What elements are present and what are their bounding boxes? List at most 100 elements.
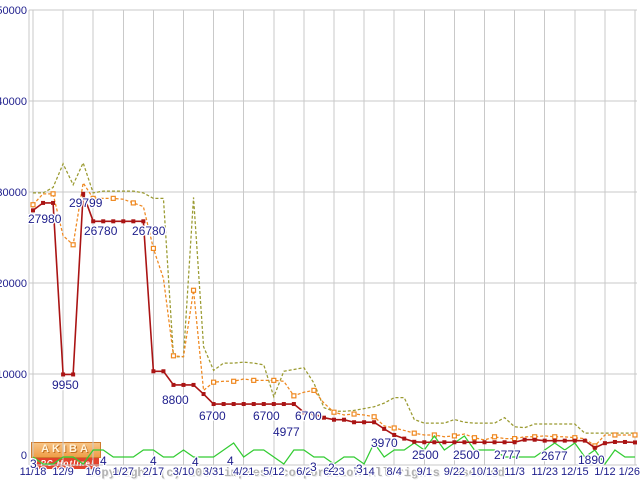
data-point-marker bbox=[110, 195, 116, 201]
shop-count-label: 3 bbox=[310, 460, 317, 474]
price-value-label: 3970 bbox=[371, 436, 398, 450]
data-point-marker bbox=[552, 434, 558, 440]
data-point-marker bbox=[432, 440, 437, 445]
data-point-marker bbox=[512, 440, 517, 445]
data-point-marker bbox=[511, 436, 518, 442]
data-point-marker bbox=[301, 410, 306, 415]
watermark-copyright: Copyright (c) 2004 impress corporation A… bbox=[87, 466, 512, 480]
data-point-marker bbox=[472, 440, 477, 445]
x-axis-tick-label: 5/12 bbox=[263, 466, 284, 478]
data-point-marker bbox=[221, 402, 226, 407]
x-axis-tick-label: 9/22 bbox=[444, 466, 465, 478]
data-point-marker bbox=[271, 402, 276, 407]
price-value-label: 26780 bbox=[132, 224, 166, 238]
price-value-label: 29799 bbox=[69, 196, 103, 210]
y-axis-tick-label: 10000 bbox=[0, 369, 27, 381]
shop-count-label: 3 bbox=[356, 462, 363, 476]
data-point-marker bbox=[452, 440, 457, 445]
data-point-marker bbox=[352, 420, 357, 425]
x-axis-tick-label: 6/23 bbox=[323, 466, 344, 478]
data-point-marker bbox=[451, 433, 457, 439]
data-point-marker bbox=[522, 437, 527, 442]
data-point-marker bbox=[382, 426, 387, 431]
price-value-label: 9950 bbox=[52, 378, 79, 392]
data-point-marker bbox=[342, 417, 347, 422]
series-shop-count bbox=[32, 434, 635, 466]
data-point-marker bbox=[362, 420, 367, 425]
data-point-marker bbox=[231, 378, 237, 384]
data-point-marker bbox=[31, 208, 35, 213]
data-point-marker bbox=[111, 219, 116, 224]
data-point-marker bbox=[392, 432, 397, 437]
data-point-marker bbox=[70, 242, 76, 248]
data-point-marker bbox=[471, 435, 478, 441]
shop-count-label: 4 bbox=[227, 454, 234, 468]
x-axis-tick-label: 1/26 bbox=[619, 466, 640, 478]
data-point-marker bbox=[632, 432, 638, 438]
data-point-marker bbox=[71, 372, 76, 377]
x-axis-tick-label: 1/27 bbox=[113, 466, 134, 478]
x-axis-tick-label: 2/17 bbox=[143, 466, 164, 478]
price-value-label: 6700 bbox=[295, 409, 322, 423]
x-axis-tick-label: 11/23 bbox=[531, 466, 558, 478]
akiba-logo: AKIBA PC Hotline! bbox=[31, 442, 101, 469]
data-point-marker bbox=[50, 191, 56, 197]
y-axis-tick-label: 40000 bbox=[0, 96, 27, 108]
price-value-label: 4977 bbox=[273, 425, 300, 439]
data-point-marker bbox=[572, 438, 577, 443]
x-axis-tick-label: 12/9 bbox=[52, 466, 73, 478]
data-point-marker bbox=[371, 414, 377, 420]
data-point-marker bbox=[130, 200, 136, 206]
data-point-marker bbox=[171, 382, 176, 387]
price-value-label: 26780 bbox=[84, 224, 118, 238]
shop-count-label: 2 bbox=[328, 461, 335, 475]
data-point-marker bbox=[633, 440, 637, 445]
shop-count-label: 3 bbox=[30, 457, 37, 471]
x-axis-tick-label: 10/13 bbox=[471, 466, 499, 478]
data-point-marker bbox=[502, 440, 507, 445]
data-point-marker bbox=[161, 369, 166, 374]
data-point-marker bbox=[422, 440, 427, 445]
data-point-marker bbox=[412, 439, 417, 444]
data-point-marker bbox=[492, 440, 497, 445]
data-point-marker bbox=[321, 415, 326, 420]
x-axis-tick-label: 1/12 bbox=[594, 466, 615, 478]
price-value-label: 2677 bbox=[541, 449, 568, 463]
data-point-marker bbox=[311, 412, 316, 417]
data-point-marker bbox=[41, 200, 46, 205]
data-point-marker bbox=[151, 369, 156, 374]
price-value-label: 8800 bbox=[162, 393, 189, 407]
data-point-marker bbox=[332, 417, 336, 422]
y-axis-tick-label: 30000 bbox=[0, 187, 27, 199]
shop-count-label: 4 bbox=[192, 455, 199, 469]
akiba-logo-title: AKIBA bbox=[31, 442, 101, 458]
data-point-marker bbox=[582, 438, 587, 443]
data-point-marker bbox=[251, 402, 256, 407]
y-axis-tick-label: 20000 bbox=[0, 278, 27, 290]
price-value-label: 2500 bbox=[412, 448, 439, 462]
data-point-marker bbox=[190, 287, 197, 293]
data-point-marker bbox=[81, 191, 86, 196]
data-point-marker bbox=[241, 402, 246, 407]
price-value-label: 6700 bbox=[199, 409, 226, 423]
data-point-marker bbox=[482, 440, 487, 445]
data-point-marker bbox=[231, 402, 236, 407]
data-point-marker bbox=[251, 377, 257, 383]
data-point-marker bbox=[462, 440, 467, 445]
data-point-marker bbox=[281, 402, 286, 407]
data-point-marker bbox=[592, 445, 597, 450]
data-point-marker bbox=[391, 425, 397, 431]
x-axis-tick-label: 3/31 bbox=[203, 466, 224, 478]
x-axis-tick-label: 3/10 bbox=[173, 466, 194, 478]
data-point-marker bbox=[211, 379, 217, 385]
data-point-marker bbox=[612, 432, 618, 438]
data-point-marker bbox=[602, 441, 607, 446]
data-point-marker bbox=[351, 411, 357, 417]
shop-count-label: 4 bbox=[150, 454, 157, 468]
data-point-marker bbox=[211, 402, 216, 407]
data-point-marker bbox=[311, 387, 317, 393]
data-point-marker bbox=[372, 420, 377, 425]
price-value-label: 2500 bbox=[453, 448, 480, 462]
price-value-label: 27980 bbox=[28, 212, 62, 226]
